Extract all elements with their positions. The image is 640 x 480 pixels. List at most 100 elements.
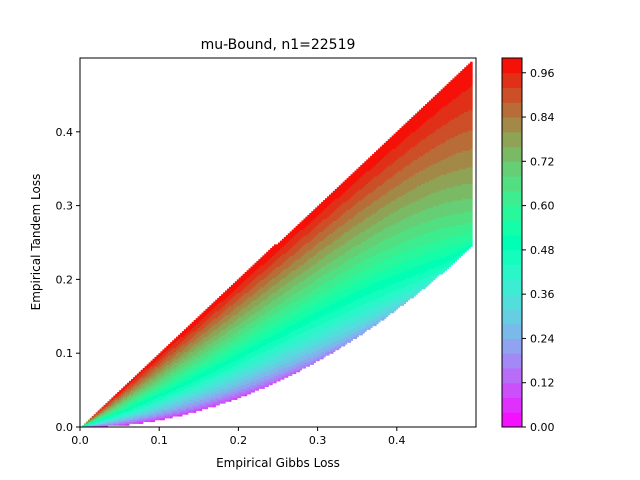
contour-cell bbox=[176, 414, 179, 417]
contour-cell bbox=[217, 384, 220, 387]
contour-cell bbox=[170, 382, 173, 386]
contour-cell bbox=[185, 338, 189, 341]
contour-cell bbox=[207, 342, 210, 345]
contour-cell bbox=[213, 377, 216, 380]
contour-cell bbox=[215, 305, 218, 308]
contour-cell bbox=[183, 336, 187, 340]
contour-cell bbox=[189, 351, 193, 354]
contour-cell bbox=[236, 384, 240, 387]
contour-cell bbox=[140, 408, 144, 411]
contour-cell bbox=[152, 364, 156, 367]
contour-cell bbox=[207, 397, 210, 400]
contour-cell bbox=[195, 360, 199, 364]
contour-cell bbox=[195, 382, 199, 386]
contour-cell bbox=[176, 342, 179, 345]
contour-cell bbox=[187, 362, 191, 365]
contour-cell bbox=[213, 301, 216, 304]
contour-cell bbox=[176, 345, 179, 349]
contour-cell bbox=[117, 393, 120, 397]
contour-cell bbox=[217, 399, 220, 402]
contour-cell bbox=[144, 388, 148, 391]
contour-cell bbox=[234, 340, 238, 343]
contour-cell bbox=[168, 401, 171, 404]
contour-cell bbox=[213, 384, 216, 387]
contour-cell bbox=[193, 408, 197, 411]
contour-cell bbox=[172, 358, 175, 362]
contour-cell bbox=[152, 377, 156, 380]
contour-cell bbox=[138, 377, 142, 380]
contour-cell bbox=[117, 423, 120, 426]
contour-cell bbox=[176, 367, 179, 371]
contour-cell bbox=[236, 393, 240, 397]
contour-cell bbox=[138, 375, 142, 378]
contour-cell bbox=[164, 367, 167, 371]
contour-cell bbox=[134, 412, 138, 415]
contour-cell bbox=[230, 375, 234, 378]
contour-cell bbox=[219, 327, 222, 330]
contour-cell bbox=[144, 384, 148, 387]
contour-cell bbox=[238, 395, 242, 399]
contour-cell bbox=[123, 410, 126, 413]
contour-cell bbox=[209, 397, 212, 400]
contour-cell bbox=[150, 388, 154, 391]
contour-cell bbox=[148, 393, 152, 397]
contour-cell bbox=[146, 388, 150, 391]
contour-cell bbox=[209, 399, 212, 402]
contour-cell bbox=[232, 290, 236, 293]
contour-cell bbox=[228, 334, 232, 338]
contour-cell bbox=[215, 358, 218, 362]
contour-cell bbox=[219, 303, 222, 306]
contour-cell bbox=[181, 343, 185, 347]
contour-cell bbox=[223, 401, 226, 404]
contour-cell bbox=[211, 379, 214, 382]
contour-cell bbox=[127, 390, 130, 393]
contour-cell bbox=[191, 327, 195, 330]
contour-cell bbox=[228, 294, 232, 297]
contour-cell bbox=[183, 343, 187, 347]
contour-cell bbox=[211, 369, 214, 373]
contour-cell bbox=[195, 321, 199, 325]
contour-cell bbox=[234, 362, 238, 365]
contour-cell bbox=[164, 404, 167, 408]
contour-cell bbox=[136, 414, 140, 417]
contour-cell bbox=[127, 417, 130, 421]
contour-cell bbox=[140, 412, 144, 415]
contour-cell bbox=[156, 366, 160, 369]
contour-cell bbox=[99, 410, 103, 413]
contour-cell bbox=[236, 308, 240, 312]
contour-cell bbox=[185, 364, 189, 367]
contour-cell bbox=[199, 391, 203, 395]
contour-cell bbox=[195, 331, 199, 334]
contour-cell bbox=[223, 292, 226, 295]
contour-cell bbox=[117, 404, 120, 408]
contour-cell bbox=[179, 401, 183, 404]
contour-cell bbox=[189, 397, 193, 400]
contour-cell bbox=[156, 375, 160, 378]
contour-cell bbox=[232, 395, 236, 399]
contour-cell bbox=[132, 384, 136, 387]
contour-cell bbox=[219, 377, 222, 380]
contour-cell bbox=[234, 299, 238, 303]
contour-cell bbox=[191, 403, 195, 406]
contour-cell bbox=[197, 395, 201, 399]
contour-cell bbox=[146, 399, 150, 402]
contour-cell bbox=[221, 343, 224, 347]
contour-cell bbox=[178, 336, 181, 340]
contour-cell bbox=[127, 395, 130, 399]
contour-cell bbox=[115, 423, 118, 426]
contour-cell bbox=[189, 393, 193, 397]
contour-cell bbox=[170, 415, 173, 419]
contour-cell bbox=[234, 371, 238, 375]
contour-cell bbox=[187, 384, 191, 387]
contour-cell bbox=[232, 336, 236, 340]
contour-cell bbox=[195, 319, 199, 323]
plot-area bbox=[79, 57, 477, 428]
contour-cell bbox=[144, 366, 148, 369]
contour-cell bbox=[130, 399, 134, 402]
contour-cell bbox=[193, 391, 197, 395]
contour-cell bbox=[152, 415, 156, 419]
contour-cell bbox=[232, 342, 236, 345]
contour-cell bbox=[181, 358, 185, 362]
contour-cell bbox=[199, 321, 203, 325]
contour-cell bbox=[213, 388, 216, 391]
